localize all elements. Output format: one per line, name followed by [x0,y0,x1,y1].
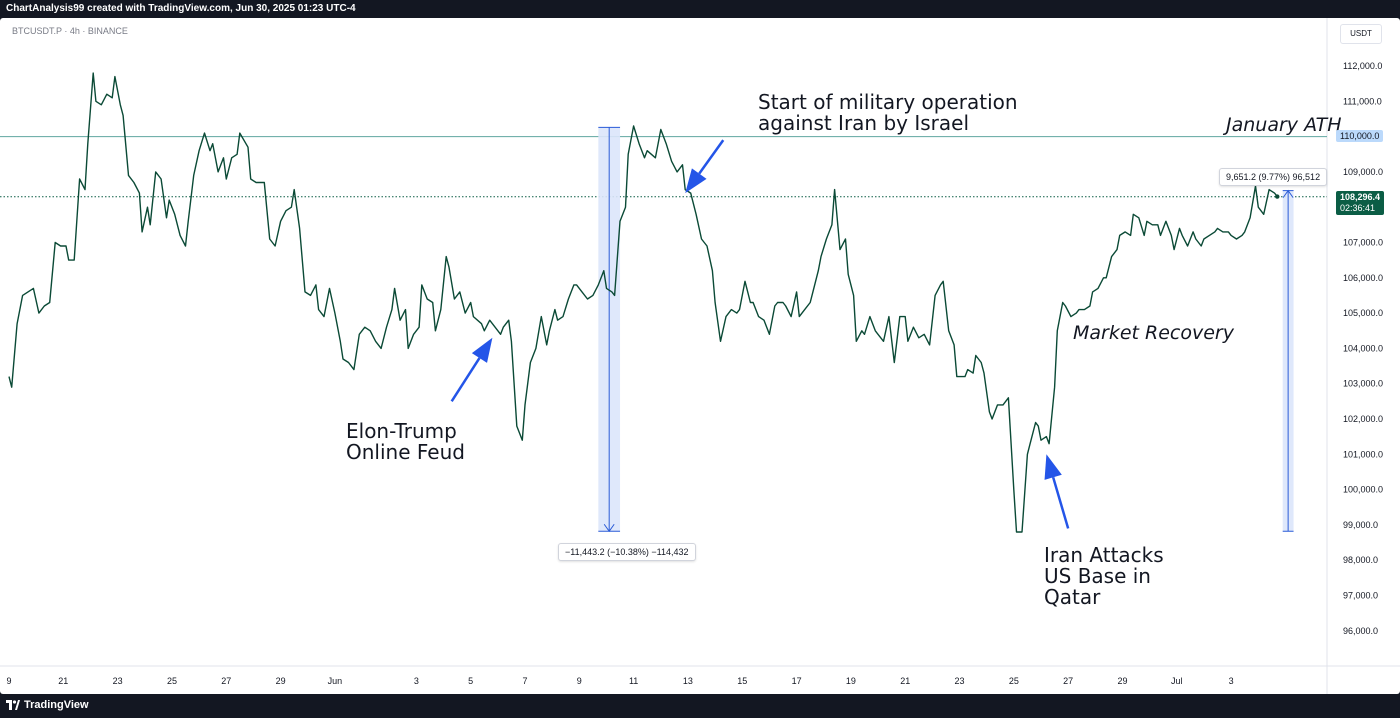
x-tick-label: 19 [846,676,856,686]
x-tick-label: Jun [328,676,343,686]
chart-panel[interactable]: 112,000.0 111,000.0 109,000.0 107,000.0 106,… [0,18,1400,694]
y-tick-label: 101,000.0 [1343,449,1383,459]
ath-price-tag: 110,000.0 [1336,129,1384,142]
y-tick-label: 96,000.0 [1343,626,1378,636]
price-series-line[interactable] [8,72,1278,533]
annotation-market-recovery: Market Recovery [1073,322,1234,344]
currency-selector[interactable]: USDT [1340,24,1382,44]
tradingview-logo-icon [6,700,20,710]
y-tick-label: 109,000.0 [1343,167,1383,177]
y-tick-label: 97,000.0 [1343,591,1378,601]
annotation-arrow-head-2 [1044,454,1062,480]
x-tick-label: 29 [1117,676,1127,686]
credit-bar: ChartAnalysis99 created with TradingView… [0,0,1400,18]
y-tick-label: 98,000.0 [1343,555,1378,565]
measure-arrow-head [603,523,615,533]
y-tick-label: 107,000.0 [1343,238,1383,248]
x-tick-label: 23 [955,676,965,686]
x-tick-label: 3 [1229,676,1234,686]
footer-bar: TradingView [0,694,1400,718]
symbol-info: BTCUSDT.P · 4h · BINANCE [12,26,128,36]
annotation-arrow-head-0 [471,337,493,363]
x-tick-label: 13 [683,676,693,686]
x-tick-label: 21 [900,676,910,686]
measure-arrow-head [1282,189,1294,198]
x-tick-label: 25 [167,676,177,686]
x-tick-label: 21 [58,676,68,686]
price-chart[interactable]: 112,000.0 111,000.0 109,000.0 107,000.0 106,… [0,18,1400,694]
x-tick-label: Jul [1171,676,1183,686]
x-tick-label: 17 [792,676,802,686]
annotation-arrow-shaft-0 [450,357,481,403]
y-tick-label: 106,000.0 [1343,273,1383,283]
x-tick-label: 9 [6,676,11,686]
last-price-tag: 108,296.4 02:36:41 [1336,190,1385,215]
annotation-arrow-head-1 [685,168,707,194]
y-tick-label: 105,000.0 [1343,308,1383,318]
annotation-elon-trump-feud: Elon-Trump Online Feud [346,419,465,464]
x-tick-label: 7 [522,676,527,686]
x-tick-label: 25 [1009,676,1019,686]
y-tick-label: 112,000.0 [1343,61,1382,71]
x-tick-label: 5 [468,676,473,686]
footer-brand: TradingView [24,699,89,711]
y-tick-label: 99,000.0 [1343,520,1378,530]
credit-text: ChartAnalysis99 created with TradingView… [6,3,356,14]
last-price-value: 108,296.4 [1340,191,1381,202]
y-tick-label: 103,000.0 [1343,379,1383,389]
annotation-iran-qatar: Iran Attacks US Base in Qatar [1044,543,1164,609]
y-tick-label: 102,000.0 [1343,414,1383,424]
x-tick-label: 27 [1063,676,1073,686]
annotation-israel-operation: Start of military operation against Iran… [758,90,1018,135]
x-tick-label: 3 [414,676,419,686]
x-tick-label: 29 [276,676,286,686]
x-tick-label: 9 [577,676,582,686]
annotation-arrow-shaft-1 [698,139,725,175]
y-tick-label: 100,000.0 [1343,485,1383,495]
y-tick-label: 104,000.0 [1343,343,1383,353]
measure-label-drop: −11,443.2 (−10.38%) −114,432 [558,543,696,561]
x-tick-label: 27 [221,676,231,686]
last-price-dot [1275,194,1280,199]
annotation-arrow-shaft-2 [1051,476,1070,529]
x-tick-label: 11 [629,676,638,686]
annotation-january-ath: January ATH [1226,114,1342,136]
x-tick-label: 23 [113,676,123,686]
y-tick-label: 111,000.0 [1343,96,1382,106]
bar-countdown: 02:36:41 [1340,202,1376,213]
x-tick-label: 15 [737,676,747,686]
measure-label-rise: 9,651.2 (9.77%) 96,512 [1219,168,1328,186]
